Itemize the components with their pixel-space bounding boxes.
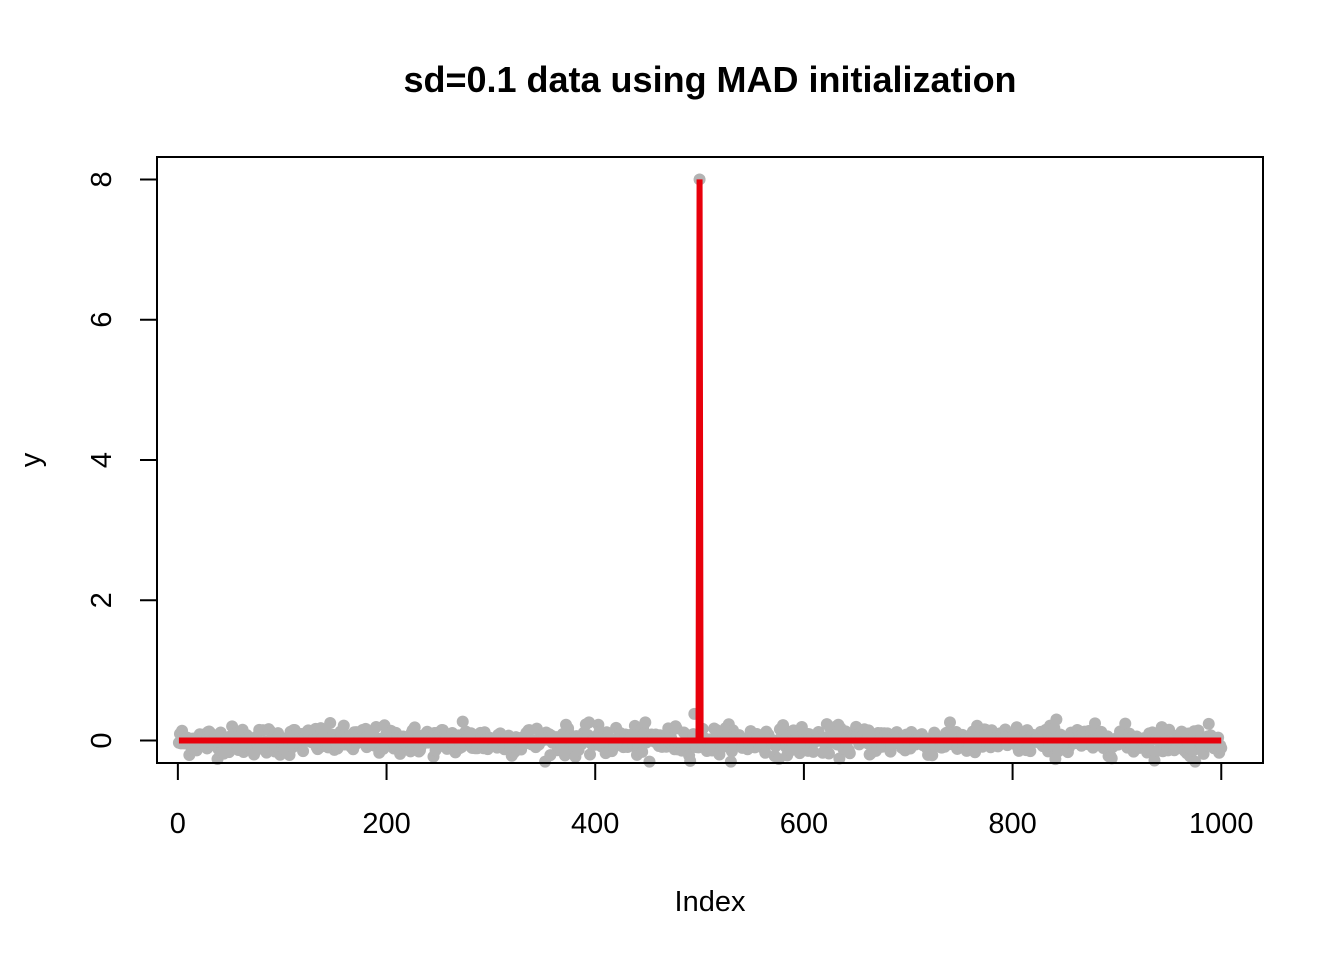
data-point (684, 754, 697, 767)
data-point (759, 746, 772, 759)
x-tick-label: 800 (988, 808, 1036, 840)
data-point (807, 745, 820, 758)
data-point (926, 749, 939, 762)
data-point (1202, 717, 1215, 730)
data-point (337, 719, 350, 732)
y-axis: 0 2 4 6 8 (86, 171, 158, 749)
plot-frame (156, 156, 1264, 764)
x-axis-label: Index (675, 886, 746, 918)
data-point (297, 745, 310, 758)
y-axis-label: y (15, 452, 47, 467)
data-point (636, 745, 649, 758)
data-point (724, 755, 737, 768)
fit-line (178, 179, 1222, 744)
y-tick-label: 8 (86, 171, 118, 187)
x-tick-label: 200 (362, 808, 410, 840)
chart-title: sd=0.1 data using MAD initialization (403, 59, 1016, 100)
data-point (1215, 742, 1228, 755)
data-point (1119, 717, 1132, 730)
data-point (843, 747, 856, 760)
y-tick-label: 4 (86, 452, 118, 468)
data-point (643, 755, 656, 768)
data-point (324, 717, 337, 730)
data-point (833, 752, 846, 765)
data-point (725, 745, 738, 758)
data-point (639, 716, 652, 729)
data-point (456, 715, 469, 728)
y-tick-label: 6 (86, 312, 118, 328)
data-point (822, 747, 835, 760)
x-tick-label: 600 (780, 808, 828, 840)
x-tick-label: 400 (571, 808, 619, 840)
fitted-lines (178, 179, 1222, 744)
data-point (582, 716, 595, 729)
data-point (943, 716, 956, 729)
data-point (1105, 752, 1118, 765)
data-point (404, 745, 417, 758)
x-tick-label: 1000 (1189, 808, 1254, 840)
data-point (584, 748, 597, 761)
y-tick-label: 2 (86, 592, 118, 608)
data-point (408, 721, 421, 734)
data-point (1050, 713, 1063, 726)
data-point (1189, 755, 1202, 768)
x-axis: 0 200 400 600 800 1000 (170, 762, 1254, 840)
data-point (1192, 724, 1205, 737)
x-tick-label: 0 (170, 808, 186, 840)
data-point (377, 742, 390, 755)
y-tick-label: 0 (86, 732, 118, 748)
